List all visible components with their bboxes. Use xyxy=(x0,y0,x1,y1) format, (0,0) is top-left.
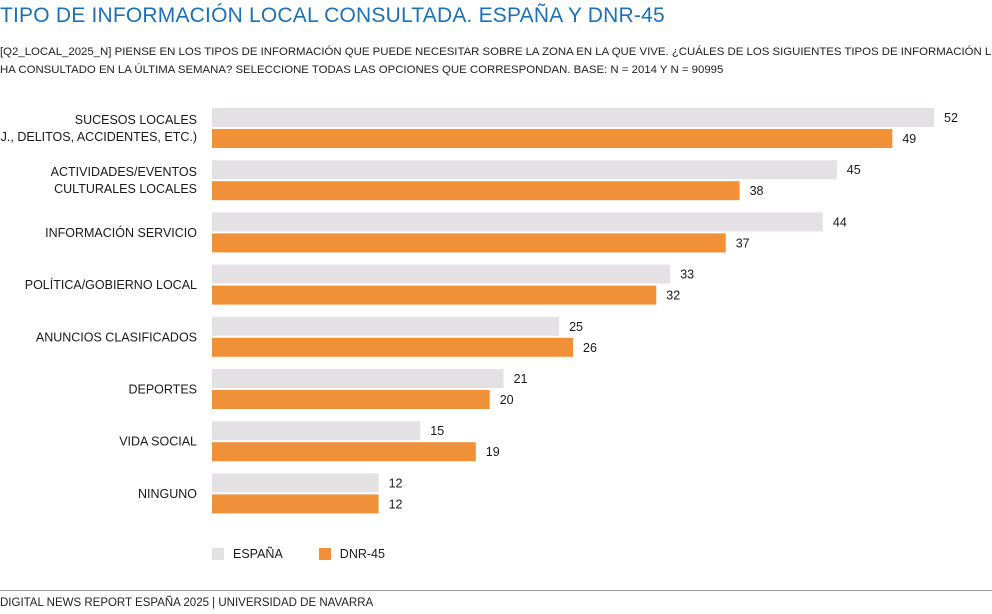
legend-swatch-espana xyxy=(212,548,224,560)
bar-dnr45-3 xyxy=(212,285,657,305)
bar-espana-6 xyxy=(212,421,421,441)
value-label-dnr45-2: 37 xyxy=(736,236,750,250)
legend-label-espana: ESPAÑA xyxy=(233,547,283,561)
value-label-dnr45-0: 49 xyxy=(902,132,916,146)
value-label-espana-6: 15 xyxy=(430,424,444,438)
category-label-1-1: CULTURALES LOCALES xyxy=(54,182,197,196)
category-label-5-0: DEPORTES xyxy=(128,383,197,397)
value-label-espana-0: 52 xyxy=(944,111,958,125)
value-label-espana-4: 25 xyxy=(569,320,583,334)
bar-dnr45-2 xyxy=(212,233,726,253)
legend-label-dnr45: DNR-45 xyxy=(339,547,385,561)
footer-credit: DIGITAL NEWS REPORT ESPAÑA 2025 | UNIVER… xyxy=(0,597,374,609)
legend-item-espana: ESPAÑA xyxy=(212,547,283,561)
subtitle-line-1: [Q2_LOCAL_2025_N] PIENSE EN LOS TIPOS DE… xyxy=(0,46,992,58)
value-label-dnr45-1: 38 xyxy=(750,184,764,198)
category-label-7-0: NINGUNO xyxy=(138,487,197,501)
bar-chart: 52 49 SUCESOS LOCALES (P. EJ., DELITOS, ACC… xyxy=(0,108,958,514)
category-label-1-0: ACTIVIDADES/EVENTOS xyxy=(51,165,197,179)
value-label-espana-3: 33 xyxy=(680,268,694,282)
bar-dnr45-0 xyxy=(212,129,893,148)
bar-espana-3 xyxy=(212,264,671,284)
category-label-2-0: INFORMACIÓN SERVICIO xyxy=(45,225,197,240)
bar-espana-7 xyxy=(212,473,379,493)
footer-divider xyxy=(0,590,992,591)
chart-legend: ESPAÑA DNR-45 xyxy=(212,547,421,561)
bar-espana-0 xyxy=(212,108,934,127)
chart-title: TIPO DE INFORMACIÓN LOCAL CONSULTADA. ES… xyxy=(0,4,665,27)
category-label-4-0: ANUNCIOS CLASIFICADOS xyxy=(36,330,197,344)
bar-dnr45-6 xyxy=(212,442,476,462)
subtitle-line-2: HA CONSULTADO EN LA ÚLTIMA SEMANA? SELEC… xyxy=(0,64,724,76)
value-label-espana-2: 44 xyxy=(833,215,847,229)
bar-espana-4 xyxy=(212,316,560,336)
value-label-dnr45-4: 26 xyxy=(583,341,597,355)
bar-espana-1 xyxy=(212,160,837,180)
value-label-espana-5: 21 xyxy=(514,372,528,386)
category-label-3-0: POLÍTICA/GOBIERNO LOCAL xyxy=(25,277,197,292)
value-label-dnr45-6: 19 xyxy=(486,445,500,459)
value-label-dnr45-3: 32 xyxy=(666,289,680,303)
bar-dnr45-1 xyxy=(212,181,740,201)
legend-swatch-dnr45 xyxy=(318,548,331,560)
category-label-6-0: VIDA SOCIAL xyxy=(119,435,197,449)
category-label-0-0: SUCESOS LOCALES xyxy=(75,113,197,127)
value-label-espana-7: 12 xyxy=(389,476,403,490)
chart-subtitle: [Q2_LOCAL_2025_N] PIENSE EN LOS TIPOS DE… xyxy=(0,43,992,79)
bar-dnr45-4 xyxy=(212,337,573,357)
bar-espana-2 xyxy=(212,212,823,232)
legend-item-dnr45: DNR-45 xyxy=(318,547,385,561)
bar-espana-5 xyxy=(212,369,504,388)
bar-dnr45-5 xyxy=(212,390,490,409)
value-label-dnr45-7: 12 xyxy=(389,497,403,511)
category-label-0-1: (P. EJ., DELITOS, ACCIDENTES, ETC.) xyxy=(0,130,197,144)
bar-dnr45-7 xyxy=(212,494,379,514)
value-label-dnr45-5: 20 xyxy=(500,393,514,407)
value-label-espana-1: 45 xyxy=(847,163,861,177)
